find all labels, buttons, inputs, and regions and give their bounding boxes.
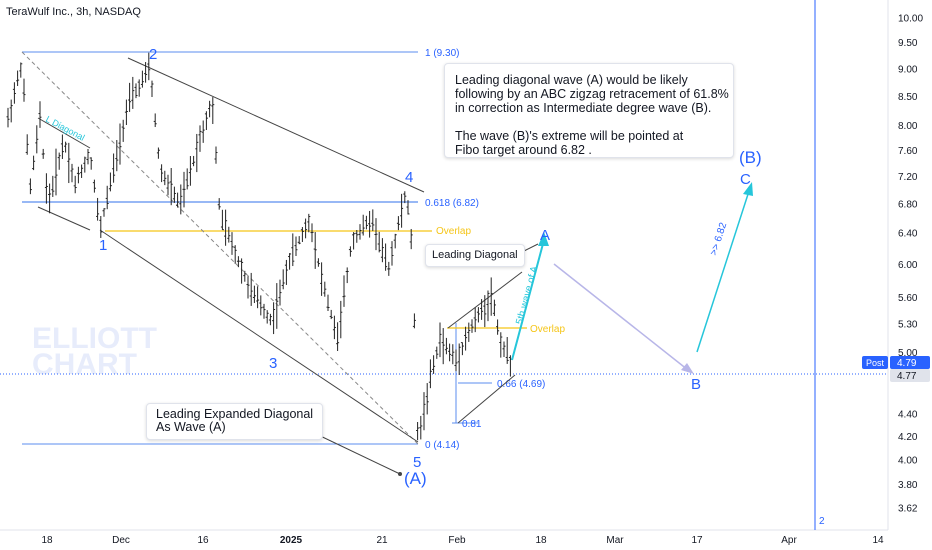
- wave-a-channel-lower[interactable]: [457, 374, 516, 424]
- time-tick-label: Apr: [781, 535, 797, 546]
- wave-label-a-paren: (A): [404, 469, 427, 488]
- expanded-diagonal-note[interactable]: Leading Expanded Diagonal As Wave (A): [146, 403, 323, 440]
- price-tick-label: 6.40: [898, 229, 918, 240]
- price-tick-label: 6.80: [898, 199, 918, 210]
- l-diagonal-lower[interactable]: [37, 206, 91, 231]
- expanded-diagonal-dot: [398, 472, 402, 476]
- time-axis: 18 Dec 16 2025 21 Feb 18 Mar 17 Apr 14: [41, 535, 884, 546]
- price-tick-label: 8.50: [898, 92, 918, 103]
- wave-label-3: 3: [269, 355, 277, 372]
- post-price-value: 4.79: [897, 358, 917, 369]
- post-tag-label: Post: [866, 358, 885, 368]
- time-tick-label: 21: [376, 535, 388, 546]
- fib-081-label: 0.81: [462, 419, 482, 430]
- wave-label-a: A: [540, 227, 550, 244]
- chart-title: TeraWulf Inc., 3h, NASDAQ: [6, 6, 141, 18]
- expanded-diagonal-connector: [311, 431, 401, 475]
- wave-label-5: 5: [413, 454, 421, 471]
- l-diagonal-upper[interactable]: [37, 117, 91, 149]
- wave-label-b-paren: (B): [739, 148, 762, 167]
- wave-label-2: 2: [149, 46, 157, 63]
- fifth-wave-arrowhead: [538, 232, 549, 246]
- price-tick-label: 6.00: [898, 260, 918, 271]
- post-price-tag: [890, 356, 930, 369]
- fib-0-label: 0 (4.14): [425, 440, 459, 451]
- wave-c-arrow[interactable]: [696, 187, 751, 353]
- overlap-label-2: Overlap: [530, 324, 565, 335]
- price-tick-label: 4.00: [898, 455, 918, 466]
- wave-b-arrow[interactable]: [553, 263, 689, 371]
- leading-diagonal-note[interactable]: Leading Diagonal: [425, 244, 525, 267]
- price-tick-label: 3.62: [898, 504, 918, 515]
- price-tick-label: 4.20: [898, 432, 918, 443]
- price-tick-label: 9.50: [898, 38, 918, 49]
- candles-group: [6, 52, 512, 441]
- wave-label-4: 4: [405, 169, 413, 186]
- fib-dashed-diagonal[interactable]: [21, 51, 419, 445]
- main-note-box[interactable]: Leading diagonal wave (A) would be likel…: [444, 63, 734, 158]
- time-tick-label: Dec: [112, 535, 130, 546]
- wave-c-arrowhead: [743, 182, 753, 196]
- watermark-line1: ELLIOTT: [32, 322, 157, 355]
- time-tick-label: 16: [197, 535, 209, 546]
- fib-066-label: 0.66 (4.69): [497, 379, 545, 390]
- time-tick-label: 18: [41, 535, 53, 546]
- price-axis: 10.00 9.50 9.00 8.50 8.00 7.60 7.20 6.80 6.40 6.0…: [898, 14, 923, 515]
- time-tick-label: 17: [691, 535, 703, 546]
- post-tag: [862, 356, 888, 369]
- watermark-line2: CHART: [32, 348, 137, 381]
- target-682-label: >> 6.82: [708, 221, 729, 257]
- l-diagonal-label: L Diagonal: [44, 114, 86, 143]
- time-tick-label: 14: [872, 535, 884, 546]
- time-tick-label: 18: [535, 535, 547, 546]
- price-tick-label: 5.00: [898, 348, 918, 359]
- price-tick-label: 7.20: [898, 172, 918, 183]
- price-tick-label: 5.60: [898, 293, 918, 304]
- wave-label-c: C: [740, 171, 751, 188]
- price-tick-label: 5.30: [898, 320, 918, 331]
- fib-1-label: 1 (9.30): [425, 48, 459, 59]
- expanded-diagonal-lower[interactable]: [99, 229, 419, 443]
- price-tick-label: 7.60: [898, 146, 918, 157]
- time-tick-label: Mar: [606, 535, 624, 546]
- expanded-diagonal-upper[interactable]: [127, 57, 425, 193]
- wave-label-b: B: [691, 376, 701, 393]
- time-tick-label: Feb: [448, 535, 466, 546]
- price-tick-label: 3.80: [898, 480, 918, 491]
- price-tick-label: 8.00: [898, 121, 918, 132]
- vertical-marker-label: 2: [819, 516, 825, 527]
- last-price-tag: [890, 369, 930, 382]
- wave-b-arrowhead: [681, 363, 694, 374]
- fib-0618-label: 0.618 (6.82): [425, 198, 479, 209]
- price-tick-label: 9.00: [898, 64, 918, 75]
- last-price-value: 4.77: [897, 371, 917, 382]
- wave-label-1: 1: [99, 237, 107, 254]
- fifth-wave-arrow[interactable]: [511, 239, 545, 361]
- time-tick-label: 2025: [280, 535, 303, 546]
- overlap-label-1: Overlap: [436, 226, 471, 237]
- price-tick-label: 4.40: [898, 409, 918, 420]
- price-tick-label: 10.00: [898, 14, 923, 25]
- fifth-wave-label: 5th wave of A: [514, 265, 540, 326]
